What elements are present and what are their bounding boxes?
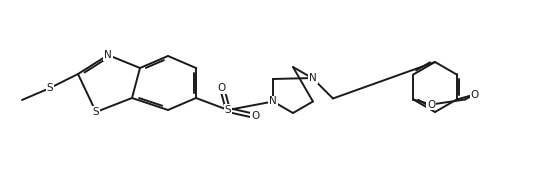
Text: O: O: [218, 83, 226, 93]
Text: N: N: [269, 96, 277, 106]
Text: S: S: [225, 105, 231, 115]
Text: O: O: [251, 111, 259, 121]
Text: N: N: [309, 74, 317, 83]
Text: S: S: [93, 107, 100, 117]
Text: O: O: [427, 100, 435, 110]
Text: N: N: [104, 50, 112, 60]
Text: S: S: [47, 83, 53, 93]
Text: O: O: [471, 90, 479, 100]
